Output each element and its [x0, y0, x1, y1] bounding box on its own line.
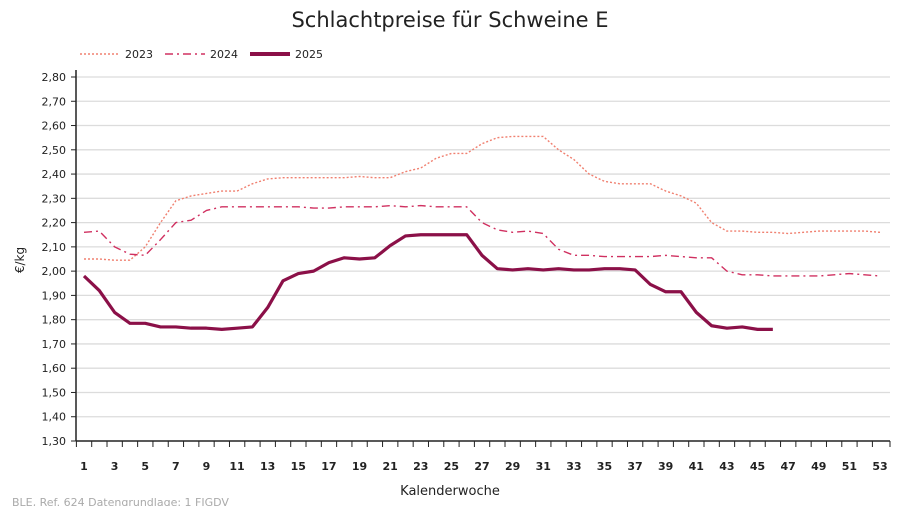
- x-tick-label: 51: [842, 460, 857, 473]
- x-tick-label: 11: [229, 460, 244, 473]
- x-tick-label: 53: [872, 460, 887, 473]
- x-tick-label: 37: [627, 460, 642, 473]
- series-line-2024: [83, 204, 881, 277]
- y-tick-label: 2,10: [42, 241, 67, 254]
- y-tick-label: 1,60: [42, 362, 67, 375]
- x-tick-label: 9: [203, 460, 211, 473]
- y-tick-label: 1,70: [42, 338, 67, 351]
- x-tick-label: 49: [811, 460, 826, 473]
- x-tick-label: 21: [382, 460, 397, 473]
- x-tick-label: 43: [719, 460, 734, 473]
- x-tick-label: 25: [444, 460, 459, 473]
- y-tick-label: 2,00: [42, 265, 67, 278]
- y-tick-label: 2,70: [42, 95, 67, 108]
- x-tick-label: 1: [80, 460, 88, 473]
- source-note: BLE, Ref. 624 Datengrundlage: 1 FIGDV: [12, 496, 229, 506]
- x-tick-label: 17: [321, 460, 336, 473]
- x-tick-label: 19: [352, 460, 367, 473]
- y-tick-label: 2,30: [42, 192, 67, 205]
- y-tick-label: 2,60: [42, 120, 67, 133]
- y-tick-label: 1,90: [42, 289, 67, 302]
- x-tick-label: 29: [505, 460, 520, 473]
- series-line-2025: [82, 233, 773, 331]
- legend-label: 2025: [295, 48, 323, 61]
- x-tick-label: 15: [291, 460, 306, 473]
- y-tick-label: 2,80: [42, 71, 67, 84]
- y-tick-label: 1,80: [42, 314, 67, 327]
- y-tick-label: 1,30: [42, 435, 67, 448]
- legend-label: 2023: [125, 48, 153, 61]
- y-tick-label: 2,40: [42, 168, 67, 181]
- y-tick-label: 2,20: [42, 217, 67, 230]
- x-tick-label: 39: [658, 460, 673, 473]
- x-tick-label: 45: [750, 460, 765, 473]
- x-tick-label: 13: [260, 460, 275, 473]
- series-line-2023: [84, 135, 881, 261]
- x-tick-label: 3: [111, 460, 119, 473]
- y-tick-label: 1,40: [42, 411, 67, 424]
- legend-label: 2024: [210, 48, 238, 61]
- x-tick-label: 7: [172, 460, 180, 473]
- x-tick-label: 41: [689, 460, 704, 473]
- x-tick-label: 33: [566, 460, 581, 473]
- y-tick-label: 1,50: [42, 386, 67, 399]
- x-axis-label: Kalenderwoche: [400, 484, 500, 499]
- x-tick-label: 31: [536, 460, 551, 473]
- chart-title: Schlachtpreise für Schweine E: [291, 8, 608, 32]
- x-tick-label: 35: [597, 460, 612, 473]
- x-tick-label: 47: [780, 460, 795, 473]
- x-tick-label: 5: [141, 460, 149, 473]
- x-tick-label: 23: [413, 460, 428, 473]
- y-axis-label: €/kg: [13, 247, 27, 273]
- y-tick-label: 2,50: [42, 144, 67, 157]
- x-tick-label: 27: [474, 460, 489, 473]
